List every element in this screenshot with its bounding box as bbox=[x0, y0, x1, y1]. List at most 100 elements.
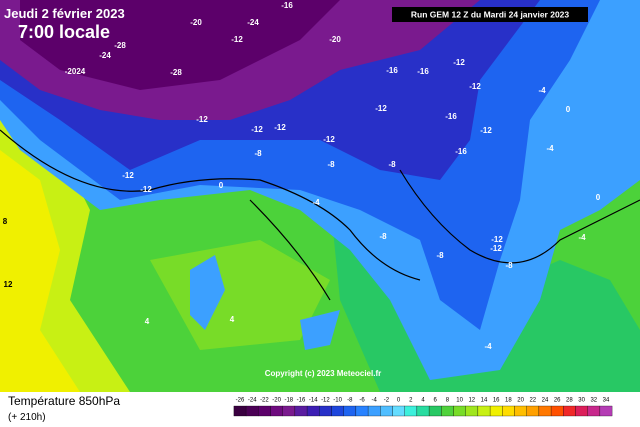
legend-swatch bbox=[355, 405, 369, 417]
contour-label: -4 bbox=[538, 86, 546, 95]
legend-swatch bbox=[550, 405, 564, 417]
legend-swatch bbox=[331, 405, 344, 417]
contour-label: -16 bbox=[445, 112, 457, 121]
contour-label: -8 bbox=[254, 149, 262, 158]
legend-label: -10 bbox=[333, 398, 342, 404]
legend-swatch bbox=[380, 405, 393, 417]
contour-label: -4 bbox=[484, 342, 492, 351]
legend-label: 22 bbox=[529, 398, 536, 404]
contour bbox=[0, 129, 640, 301]
legend-label: 20 bbox=[517, 398, 524, 404]
contour-label: -8 bbox=[436, 251, 444, 260]
legend-swatch bbox=[465, 405, 479, 417]
run-box bbox=[392, 7, 588, 22]
contour-label: -28 bbox=[114, 41, 126, 50]
legend-label: 4 bbox=[421, 398, 425, 404]
run-info: Run GEM 12 Z du Mardi 24 janvier 2023 bbox=[411, 9, 570, 19]
legend-swatch bbox=[392, 405, 405, 417]
time: 7:00 locale bbox=[18, 22, 110, 42]
legend-swatch bbox=[270, 405, 283, 417]
contour-label: -24 bbox=[99, 51, 111, 60]
legend-swatch bbox=[306, 405, 320, 417]
legend-swatch bbox=[245, 405, 259, 417]
legend-label: -18 bbox=[284, 398, 293, 404]
contour-label: 4 bbox=[230, 315, 235, 324]
very-cold-area bbox=[20, 0, 340, 90]
footer-title: Température 850hPa bbox=[8, 394, 120, 408]
legend-swatch bbox=[563, 405, 576, 417]
legend-label: -14 bbox=[309, 398, 318, 404]
map-labels: -20 -24-16-28-24-2024 -28-12 -20-16-12-16-1… bbox=[3, 1, 601, 351]
legend-label: -22 bbox=[260, 398, 269, 404]
legend-label: 6 bbox=[434, 398, 438, 404]
contour-label: -16 bbox=[417, 67, 429, 76]
legend-label: 30 bbox=[578, 398, 585, 404]
legend-swatch bbox=[416, 405, 430, 417]
contour-label: 8 bbox=[3, 217, 8, 226]
legend-label: -20 bbox=[272, 398, 281, 404]
legend-swatch bbox=[453, 405, 466, 417]
contour-label: -16 bbox=[455, 147, 467, 156]
contour-label: -4 bbox=[312, 198, 320, 207]
contour-label: 0 bbox=[596, 193, 601, 202]
contour-label: -12 bbox=[323, 135, 335, 144]
warm-area bbox=[0, 150, 80, 392]
legend-swatch bbox=[575, 405, 588, 417]
contour-label: -16 bbox=[281, 1, 293, 10]
legend-label: 32 bbox=[590, 398, 597, 404]
legend-label: -12 bbox=[321, 398, 330, 404]
legend-swatch bbox=[477, 405, 491, 417]
cold-pocket bbox=[190, 255, 340, 350]
legend-swatch bbox=[514, 405, 527, 417]
contour-label: -12 bbox=[231, 35, 243, 44]
contour-label: -12 bbox=[491, 235, 503, 244]
contour-label: -16 bbox=[386, 66, 398, 75]
legend-swatch bbox=[599, 405, 613, 417]
contour-label: -28 bbox=[170, 68, 182, 77]
contour-label: -8 bbox=[388, 160, 396, 169]
legend-label: -6 bbox=[359, 398, 365, 404]
legend-label: 10 bbox=[456, 398, 463, 404]
legend-swatch bbox=[404, 405, 418, 417]
legend-swatch bbox=[258, 405, 271, 417]
contour-label: -12 bbox=[453, 58, 465, 67]
contour-label: -4 bbox=[578, 233, 586, 242]
legend-label: 18 bbox=[505, 398, 512, 404]
contour-label: -12 bbox=[274, 123, 286, 132]
legend-label: 14 bbox=[481, 398, 488, 404]
legend-swatch bbox=[428, 405, 442, 417]
legend-label: -24 bbox=[248, 398, 257, 404]
legend-label: 2 bbox=[409, 398, 413, 404]
legend-swatch bbox=[343, 405, 357, 417]
contour-label: -12 bbox=[480, 126, 492, 135]
legend-swatch bbox=[294, 405, 308, 417]
contour-label: -8 bbox=[379, 232, 387, 241]
legend: -26 -24 -22 -20 -18 -16 -14 -12 -10 -8 -6 -4 -2 0 2 4 6 8… bbox=[233, 398, 613, 417]
contour-label: -2024 bbox=[65, 67, 86, 76]
contour-label: -12 bbox=[140, 185, 152, 194]
contour-label: -12 bbox=[122, 171, 134, 180]
legend-label: -26 bbox=[236, 398, 245, 404]
legend-swatch bbox=[538, 405, 552, 417]
contour-label: 0 bbox=[219, 181, 224, 190]
contour-label: -12 bbox=[196, 115, 208, 124]
legend-label: 0 bbox=[397, 398, 401, 404]
legend-swatch bbox=[526, 405, 540, 417]
contour-label: -8 bbox=[505, 261, 513, 270]
legend-swatch bbox=[489, 405, 503, 417]
date: Jeudi 2 février 2023 bbox=[4, 6, 125, 21]
contour-label: 0 bbox=[566, 105, 571, 114]
legend-swatch bbox=[441, 405, 454, 417]
legend-swatch bbox=[282, 405, 296, 417]
legend-swatch bbox=[367, 405, 381, 417]
contour-label: 12 bbox=[4, 280, 13, 289]
contour-label: -24 bbox=[247, 18, 259, 27]
contour-label: -8 bbox=[327, 160, 335, 169]
legend-swatch bbox=[502, 405, 515, 417]
contour-label: 4 bbox=[145, 317, 150, 326]
copyright: Copyright (c) 2023 Meteociel.fr bbox=[265, 369, 381, 378]
contour-label: -20 bbox=[329, 35, 341, 44]
legend-label: -8 bbox=[347, 398, 353, 404]
footer-lead: (+ 210h) bbox=[8, 412, 46, 423]
